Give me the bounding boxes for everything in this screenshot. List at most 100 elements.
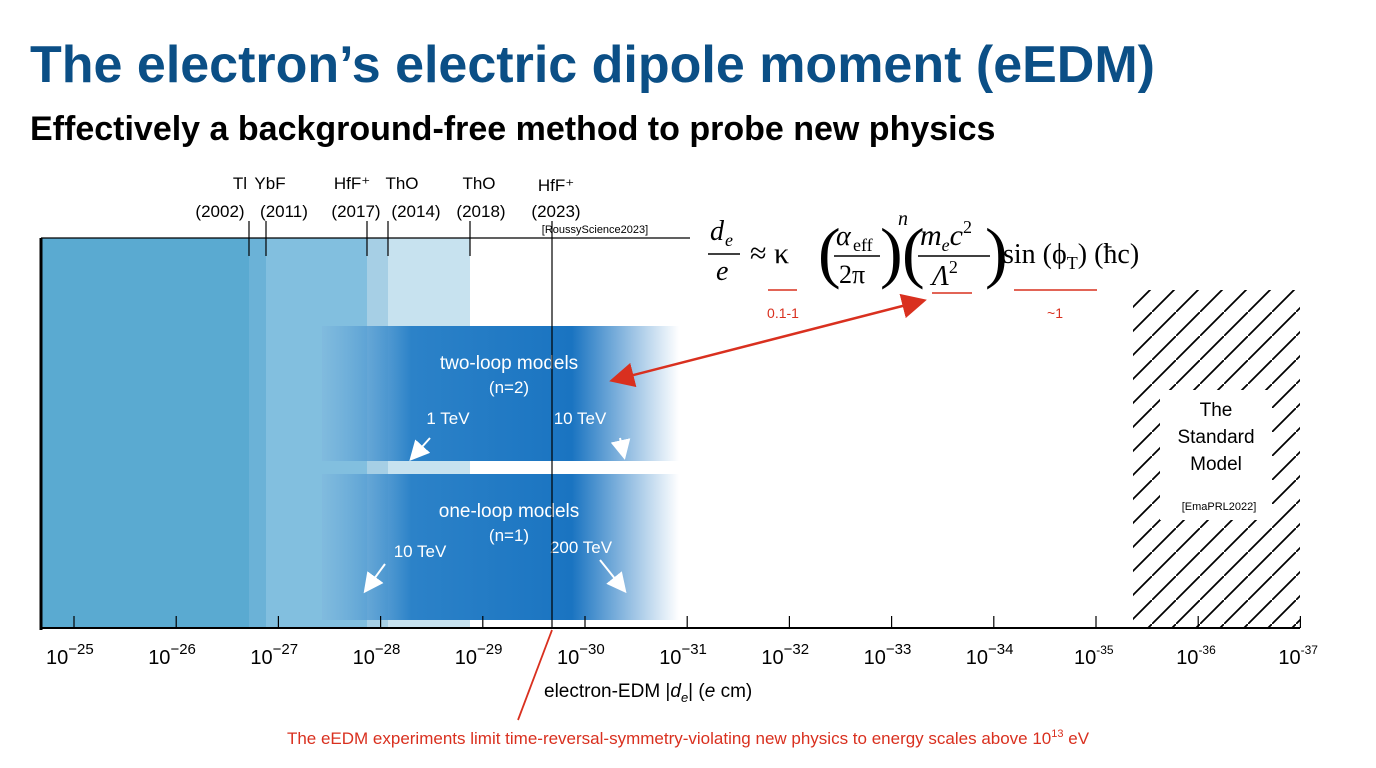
f: ≈ κ [750,237,789,270]
tick-base: 10 [353,647,375,669]
tick-label: 10−25 [46,641,94,669]
tick-exp: −29 [477,641,502,658]
exp-year: (2011) [260,202,308,221]
tick-base: 10 [557,647,579,669]
formula: d e e ≈ κ ( α eff 2π ) n ( mec2 Λ2 ) sin… [708,208,1139,292]
exp-name: ThO [385,174,418,193]
tick-exp: −27 [273,641,298,658]
arrow [363,563,386,594]
exp-year: (2014) [391,202,440,221]
exp-name: ThO [462,174,495,193]
pointer [517,629,553,721]
tick-exp: -35 [1096,643,1114,657]
sm-line: Standard [1177,427,1254,448]
region [41,238,249,628]
ticks: 10−25 10−26 10−27 10−28 10−29 10−30 10−31 10−32… [46,616,1318,669]
f: sin (ϕT) (ħc) [1003,239,1139,273]
standard-model: The Standard Model [1177,400,1254,475]
model-high: 200 TeV [550,538,613,557]
tick-label: 10−34 [966,641,1014,669]
f: e [716,256,728,287]
model-box [322,474,679,620]
exp-name: Tl [233,174,247,193]
f: e [725,230,733,250]
experiments: Tl (2002) YbF (2011) HfF⁺ (2017) ThO (2014) ThO (… [195,174,581,628]
tick-base: 10 [864,647,886,669]
note: ~1 [1047,305,1063,321]
tick-exp: −34 [988,641,1013,658]
tick-exp: −26 [170,641,195,658]
arrow [610,437,631,460]
tick-exp: −33 [886,641,911,658]
tick-base: 10 [1278,647,1300,669]
exp-year: (2002) [195,202,244,221]
exp-name: HfF⁺ [538,176,574,195]
region [249,238,266,628]
citation: [EmaPRL2022] [1182,501,1257,513]
tick-base: 10 [659,647,681,669]
arrow [609,293,927,388]
tick-label: 10-37 [1278,643,1318,669]
exp-name: HfF⁺ [334,174,370,193]
exp-year: (2017) [331,202,380,221]
tick-label: 10−33 [864,641,912,669]
exp-year: (2018) [456,202,505,221]
model-low: 10 TeV [394,542,447,561]
citation: [RoussyScience2023] [542,224,648,236]
paren: ) [880,214,903,290]
tick-base: 10 [148,647,170,669]
tick-exp: −32 [784,641,809,658]
f: n [898,208,908,230]
tick-label: 10−32 [761,641,809,669]
tick-base: 10 [1074,647,1096,669]
tick-exp: -36 [1198,643,1216,657]
tick-exp: -37 [1301,643,1319,657]
sm-line: The [1200,400,1233,421]
tick-base: 10 [250,647,272,669]
f: Λ2 [929,257,958,292]
f: eff [853,235,873,255]
tick-base: 10 [46,647,68,669]
exp-name: YbF [254,174,285,193]
tick-label: 10−31 [659,641,707,669]
title: The electron’s electric dipole moment (e… [30,36,1155,94]
tick-label: 10-35 [1074,643,1114,669]
tick-base: 10 [455,647,477,669]
model-title: one-loop models [439,501,579,522]
f: α [836,221,852,252]
subtitle: Effectively a background-free method to … [30,110,995,148]
tick-base: 10 [966,647,988,669]
f: d [710,216,725,247]
tick-label: 10−28 [353,641,401,669]
model-order: (n=2) [489,378,529,397]
note: 0.1-1 [767,305,799,321]
tick-exp: −28 [375,641,400,658]
tick-label: 10−26 [148,641,196,669]
arrow [409,437,431,461]
tick-exp: −25 [68,641,93,658]
tick-label: 10−29 [455,641,503,669]
paren: ( [902,214,925,290]
sm-bg [1160,390,1272,520]
paren: ) [985,214,1008,290]
sm-line: Model [1190,454,1242,475]
exp-year: (2023) [531,202,580,221]
tick-label: 10−30 [557,641,605,669]
tick-label: 10−27 [250,641,298,669]
models: two-loop models (n=2) 1 TeV 10 TeV one-loop … [322,326,679,620]
paren: ( [818,214,841,290]
model-title: two-loop models [440,353,578,374]
arrow [599,559,627,594]
tick-base: 10 [761,647,783,669]
tick-label: 10-36 [1176,643,1216,669]
model-low: 1 TeV [426,409,470,428]
model-high: 10 TeV [554,409,607,428]
axis-label: electron-EDM |de| (e cm) [544,681,752,705]
f: 2π [839,260,865,289]
tick-exp: −31 [681,641,706,658]
tick-exp: −30 [579,641,604,658]
caption: The eEDM experiments limit time-reversal… [287,728,1090,748]
tick-base: 10 [1176,647,1198,669]
